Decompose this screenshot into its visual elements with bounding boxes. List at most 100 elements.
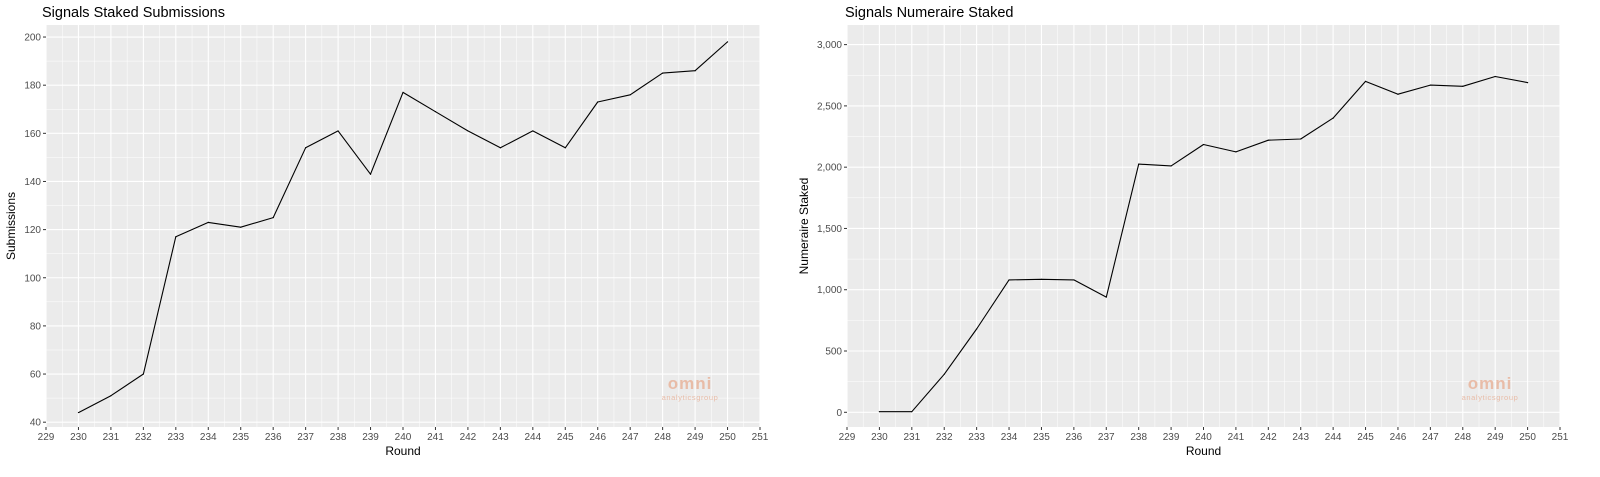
numeraire-x-tick-label: 250	[1519, 432, 1536, 443]
numeraire-data-point	[1138, 163, 1140, 165]
numeraire-data-point	[1008, 279, 1010, 281]
numeraire-data-point	[976, 328, 978, 330]
submissions-x-tick-label: 246	[589, 432, 606, 443]
numeraire-y-tick-label: 0	[836, 408, 842, 419]
numeraire-data-point	[1364, 80, 1367, 82]
submissions-data-point	[629, 94, 631, 96]
submissions-x-tick-label: 235	[232, 432, 249, 443]
submissions-data-point	[726, 41, 729, 43]
numeraire-x-tick-label: 238	[1130, 432, 1147, 443]
submissions-data-point	[240, 226, 242, 228]
submissions-data-point	[564, 147, 566, 149]
submissions-x-tick-label: 230	[70, 432, 87, 443]
numeraire-x-axis-label: Round	[1186, 444, 1221, 458]
submissions-data-point	[402, 91, 404, 94]
numeraire-data-point	[911, 411, 913, 413]
omni-logo-tagline: analyticsgroup	[1462, 393, 1519, 402]
submissions-data-point	[110, 395, 112, 397]
submissions-y-tick-label: 160	[24, 129, 41, 140]
numeraire-x-tick-label: 249	[1487, 432, 1504, 443]
submissions-x-tick-label: 248	[654, 432, 671, 443]
submissions-data-point	[597, 101, 599, 103]
numeraire-data-point	[1202, 143, 1205, 146]
submissions-x-axis-label: Round	[385, 444, 420, 458]
numeraire-y-tick-label: 2,000	[817, 163, 842, 174]
submissions-chart-title: Signals Staked Submissions	[42, 5, 225, 21]
submissions-data-point	[369, 173, 372, 175]
numeraire-x-tick-label: 230	[871, 432, 888, 443]
numeraire-data-point	[1462, 85, 1464, 87]
submissions-y-tick-label: 80	[30, 321, 42, 332]
numeraire-x-tick-label: 229	[839, 432, 856, 443]
numeraire-x-tick-label: 244	[1325, 432, 1342, 443]
numeraire-y-tick-label: 1,500	[817, 224, 842, 235]
numeraire-x-tick-label: 234	[1001, 432, 1018, 443]
submissions-data-point	[532, 130, 534, 132]
submissions-y-tick-label: 140	[24, 177, 41, 188]
numeraire-y-tick-label: 500	[825, 347, 842, 358]
submissions-y-tick-label: 200	[24, 33, 41, 44]
numeraire-x-tick-label: 251	[1552, 432, 1569, 443]
numeraire-data-point	[1300, 138, 1302, 140]
submissions-x-tick-label: 243	[492, 432, 509, 443]
submissions-data-point	[499, 147, 501, 149]
submissions-x-tick-label: 251	[752, 432, 769, 443]
submissions-x-tick-label: 234	[200, 432, 217, 443]
submissions-data-point	[142, 373, 144, 375]
submissions-y-tick-label: 120	[24, 225, 41, 236]
submissions-x-tick-label: 244	[524, 432, 541, 443]
numeraire-y-tick-label: 3,000	[817, 40, 842, 51]
numeraire-x-tick-label: 242	[1260, 432, 1277, 443]
numeraire-data-point	[1332, 117, 1334, 119]
submissions-x-tick-label: 233	[167, 432, 184, 443]
omni-logo-text: omni	[1468, 374, 1513, 393]
numeraire-y-tick-label: 1,000	[817, 285, 842, 296]
submissions-y-tick-label: 60	[30, 370, 42, 381]
numeraire-x-tick-label: 243	[1292, 432, 1309, 443]
submissions-x-tick-label: 232	[135, 432, 152, 443]
numeraire-x-tick-label: 233	[968, 432, 985, 443]
numeraire-x-tick-label: 240	[1195, 432, 1212, 443]
numeraire-chart: 229 230 231 232 233 234 235 236 237 238 239 240 241 2…	[797, 5, 1569, 458]
numeraire-y-tick-label: 2,500	[817, 101, 842, 112]
numeraire-data-point	[1429, 84, 1431, 86]
numeraire-chart-title: Signals Numeraire Staked	[845, 5, 1013, 21]
numeraire-data-point	[878, 411, 881, 413]
numeraire-data-point	[1494, 75, 1496, 78]
submissions-x-tick-label: 250	[719, 432, 736, 443]
submissions-data-point	[434, 111, 437, 113]
submissions-x-tick-label: 239	[362, 432, 379, 443]
submissions-x-tick-label: 245	[557, 432, 574, 443]
submissions-x-tick-label: 249	[687, 432, 704, 443]
submissions-x-tick-label: 237	[297, 432, 314, 443]
submissions-x-tick-label: 231	[103, 432, 120, 443]
numeraire-x-tick-label: 237	[1098, 432, 1115, 443]
numeraire-data-point	[1267, 139, 1269, 141]
numeraire-x-tick-label: 235	[1033, 432, 1050, 443]
numeraire-x-tick-label: 236	[1066, 432, 1083, 443]
submissions-y-tick-label: 180	[24, 81, 41, 92]
submissions-data-point	[662, 72, 664, 74]
submissions-x-tick-label: 241	[427, 432, 444, 443]
submissions-data-point	[77, 411, 80, 414]
numeraire-data-point	[1073, 279, 1075, 281]
submissions-x-tick-label: 247	[622, 432, 639, 443]
numeraire-data-point	[1526, 82, 1529, 84]
submissions-y-tick-label: 40	[30, 418, 42, 429]
submissions-x-tick-label: 240	[395, 432, 412, 443]
submissions-x-tick-label: 238	[330, 432, 347, 443]
numeraire-y-axis-label: Numeraire Staked	[797, 178, 811, 275]
submissions-data-point	[272, 216, 274, 219]
numeraire-x-tick-label: 232	[936, 432, 953, 443]
numeraire-data-point	[1105, 296, 1107, 298]
submissions-x-tick-label: 236	[265, 432, 282, 443]
numeraire-x-tick-label: 239	[1163, 432, 1180, 443]
numeraire-x-tick-label: 248	[1454, 432, 1471, 443]
omni-logo-tagline: analyticsgroup	[662, 393, 719, 402]
numeraire-x-tick-label: 247	[1422, 432, 1439, 443]
numeraire-data-point	[1235, 151, 1237, 153]
numeraire-x-tick-label: 245	[1357, 432, 1374, 443]
numeraire-x-tick-label: 241	[1228, 432, 1245, 443]
